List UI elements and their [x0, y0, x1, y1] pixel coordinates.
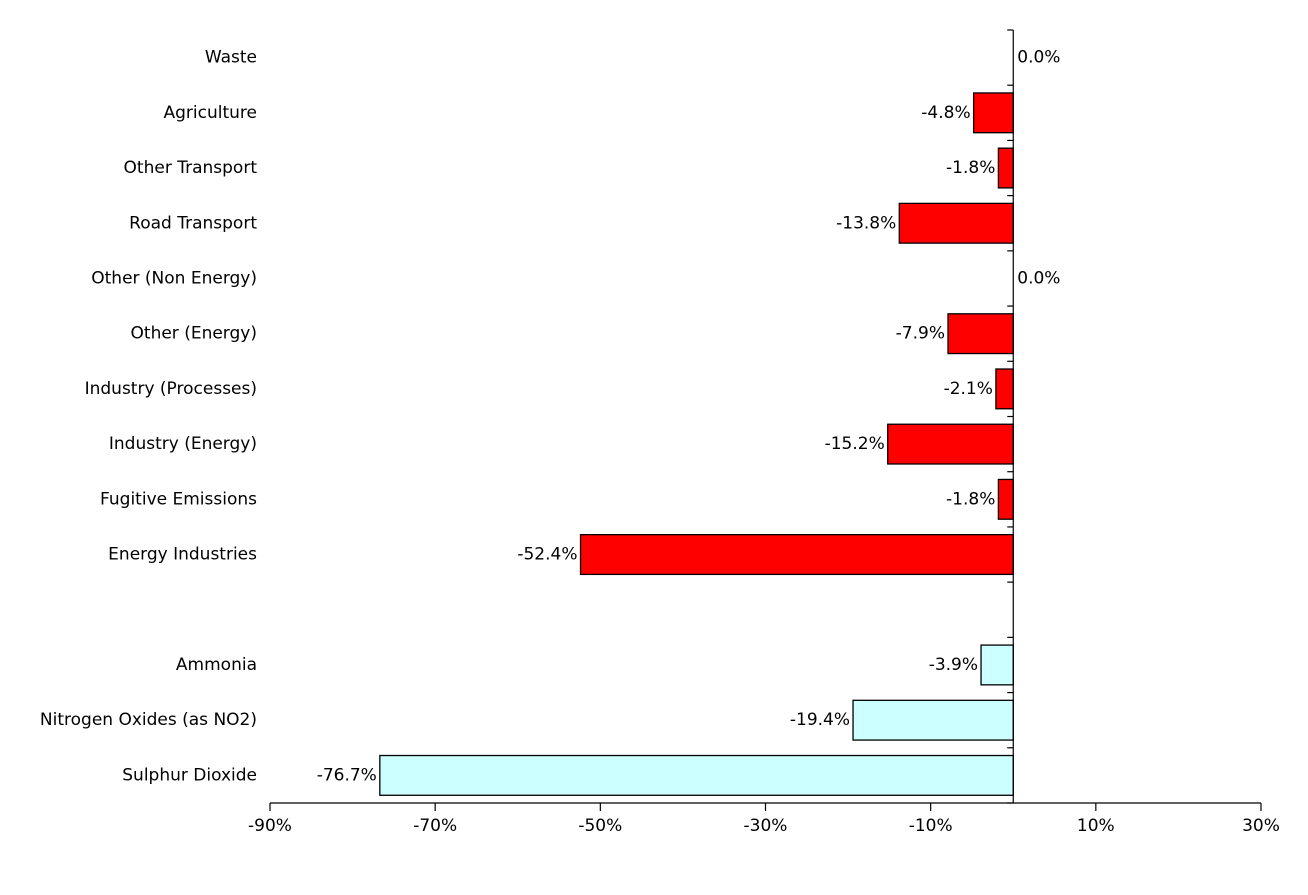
value-label: -4.8% [921, 103, 970, 123]
value-label: 0.0% [1017, 48, 1060, 68]
bar [579, 534, 1014, 576]
bars [379, 92, 1014, 796]
value-label: -13.8% [836, 213, 896, 233]
value-label: -3.9% [929, 655, 978, 675]
x-tick-label: -70% [413, 816, 457, 836]
bar [997, 147, 1014, 189]
x-tick-label: -50% [578, 816, 622, 836]
x-tick-label: -90% [248, 816, 292, 836]
axes: -90% -70% -50% -30% -10% 10% 30% [248, 29, 1280, 836]
bar [980, 644, 1014, 686]
category-label: Sulphur Dioxide [122, 765, 257, 785]
category-label: Other (Non Energy) [91, 268, 257, 288]
x-tick-label: -10% [909, 816, 953, 836]
bar [887, 423, 1014, 465]
category-label: Energy Industries [108, 545, 257, 565]
category-label: Industry (Processes) [85, 379, 257, 399]
category-label: Fugitive Emissions [100, 489, 257, 509]
value-label: -1.8% [946, 158, 995, 178]
bar [997, 478, 1014, 520]
value-label: -2.1% [944, 379, 993, 399]
value-label: -7.9% [896, 324, 945, 344]
value-label: -76.7% [317, 765, 377, 785]
category-label: Other Transport [124, 158, 258, 178]
value-label: -15.2% [825, 434, 885, 454]
bar [852, 699, 1014, 741]
category-label: Nitrogen Oxides (as NO2) [40, 710, 257, 730]
category-label: Agriculture [164, 103, 258, 123]
x-tick-label: 10% [1077, 816, 1115, 836]
category-labels: Waste Agriculture Other Transport Road Tran… [40, 48, 257, 786]
category-label: Waste [205, 48, 257, 68]
category-label: Ammonia [176, 655, 257, 675]
bar [972, 92, 1014, 134]
value-label: 0.0% [1017, 268, 1060, 288]
value-label: -19.4% [790, 710, 850, 730]
category-label: Other (Energy) [131, 324, 257, 344]
value-label: -1.8% [946, 489, 995, 509]
bar [379, 754, 1014, 796]
value-label: -52.4% [517, 545, 577, 565]
x-tick-label: 30% [1242, 816, 1280, 836]
bar [898, 202, 1014, 244]
value-labels: 0.0% -4.8% -1.8% -13.8% 0.0% -7.9% -2.1% -15.2%… [317, 48, 1061, 786]
category-label: Industry (Energy) [109, 434, 257, 454]
bar [947, 313, 1014, 355]
bar [995, 368, 1014, 410]
category-label: Road Transport [129, 213, 257, 233]
x-tick-label: -30% [744, 816, 788, 836]
